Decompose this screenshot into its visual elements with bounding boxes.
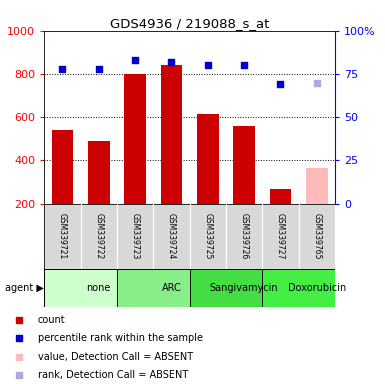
Bar bbox=[52, 130, 73, 204]
Text: GSM339726: GSM339726 bbox=[239, 213, 249, 259]
Text: percentile rank within the sample: percentile rank within the sample bbox=[38, 333, 203, 343]
Bar bbox=[226, 204, 262, 269]
Text: agent ▶: agent ▶ bbox=[5, 283, 44, 293]
Point bbox=[59, 66, 65, 72]
Bar bbox=[153, 204, 189, 269]
Title: GDS4936 / 219088_s_at: GDS4936 / 219088_s_at bbox=[110, 17, 269, 30]
Point bbox=[314, 79, 320, 86]
Point bbox=[241, 62, 247, 68]
Point bbox=[16, 335, 22, 341]
Text: ARC: ARC bbox=[162, 283, 181, 293]
Bar bbox=[161, 65, 182, 204]
Bar bbox=[44, 204, 80, 269]
Bar bbox=[262, 269, 335, 307]
Bar bbox=[44, 269, 117, 307]
Bar bbox=[117, 269, 190, 307]
Point bbox=[96, 66, 102, 72]
Bar bbox=[190, 269, 262, 307]
Text: GSM339724: GSM339724 bbox=[167, 213, 176, 259]
Point bbox=[16, 317, 22, 323]
Bar bbox=[117, 204, 153, 269]
Text: Doxorubicin: Doxorubicin bbox=[288, 283, 346, 293]
Text: none: none bbox=[87, 283, 111, 293]
Point bbox=[16, 354, 22, 360]
Text: count: count bbox=[38, 315, 65, 325]
Text: GSM339723: GSM339723 bbox=[131, 213, 140, 259]
Bar bbox=[270, 189, 291, 204]
Text: GSM339725: GSM339725 bbox=[203, 213, 212, 259]
Bar bbox=[306, 168, 328, 204]
Point bbox=[168, 59, 174, 65]
Bar bbox=[88, 141, 110, 204]
Bar bbox=[80, 204, 117, 269]
Bar bbox=[262, 204, 299, 269]
Point bbox=[16, 372, 22, 378]
Text: Sangivamycin: Sangivamycin bbox=[210, 283, 278, 293]
Bar bbox=[299, 204, 335, 269]
Bar bbox=[124, 74, 146, 204]
Text: value, Detection Call = ABSENT: value, Detection Call = ABSENT bbox=[38, 352, 193, 362]
Bar bbox=[190, 204, 226, 269]
Point bbox=[277, 81, 283, 88]
Text: GSM339722: GSM339722 bbox=[94, 213, 103, 259]
Text: GSM339721: GSM339721 bbox=[58, 213, 67, 259]
Text: GSM339727: GSM339727 bbox=[276, 213, 285, 259]
Text: rank, Detection Call = ABSENT: rank, Detection Call = ABSENT bbox=[38, 370, 188, 380]
Bar bbox=[197, 114, 219, 204]
Bar bbox=[233, 126, 255, 204]
Point bbox=[205, 62, 211, 68]
Text: GSM339765: GSM339765 bbox=[312, 213, 321, 260]
Point bbox=[132, 57, 138, 63]
